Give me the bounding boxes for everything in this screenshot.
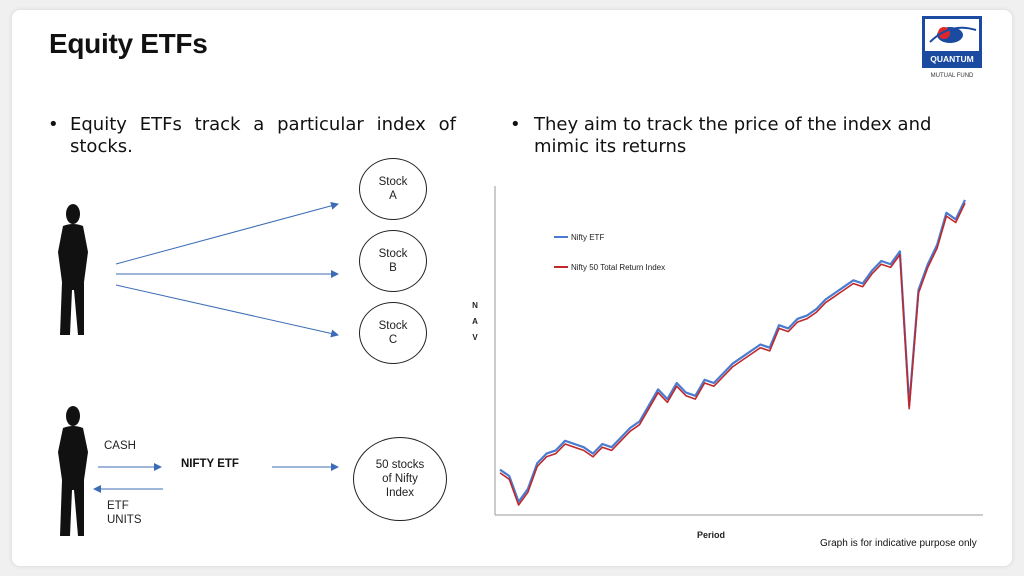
arrow-to-stock-c: [115, 284, 339, 338]
series-line-nifty-etf: [499, 199, 966, 503]
legend-label-nifty-etf: Nifty ETF: [571, 233, 604, 242]
etf-units-label: ETF UNITS: [107, 500, 142, 526]
stock-label: Stock: [378, 176, 408, 188]
nifty-etf-label: NIFTY ETF: [181, 458, 239, 470]
slide-title: Equity ETFs: [49, 28, 208, 59]
bullet-marker: •: [48, 114, 59, 135]
bullet-left: • Equity ETFs track a particular index o…: [48, 114, 456, 158]
cash-label: CASH: [104, 440, 136, 452]
stock-letter: C: [388, 334, 398, 346]
y-axis-label-n: N: [472, 301, 478, 310]
stock-label: Stock: [378, 320, 408, 332]
logo-text-quantum: QUANTUM: [930, 54, 973, 64]
stock-label: Stock: [378, 248, 408, 260]
arrow-to-stock-a: [115, 201, 339, 265]
logo-text-mutual-fund: MUTUAL FUND: [931, 73, 974, 79]
person-silhouette-icon: [58, 406, 88, 536]
y-axis-label-v: V: [472, 333, 478, 342]
stock-letter: B: [389, 262, 397, 274]
quantum-logo: QUANTUM MUTUAL FUND: [922, 16, 982, 80]
bullet-left-text: Equity ETFs track a particular index of …: [70, 114, 456, 157]
bullet-marker: •: [510, 114, 521, 135]
legend-label-nifty-tri: Nifty 50 Total Return Index: [571, 263, 665, 272]
chart-caption: Graph is for indicative purpose only: [820, 538, 977, 549]
bullet-right: • They aim to track the price of the ind…: [510, 114, 978, 158]
person-silhouette-icon: [58, 204, 88, 335]
stock-letter: A: [389, 190, 397, 202]
nifty-index-circle: 50 stocks of Nifty Index: [353, 437, 447, 521]
x-axis-label: Period: [697, 530, 725, 540]
bullet-right-text: They aim to track the price of the index…: [534, 114, 932, 157]
y-axis-label-a: A: [472, 317, 478, 326]
quantum-logo-icon: QUANTUM MUTUAL FUND: [922, 16, 982, 79]
stock-b-circle: Stock B: [359, 230, 427, 292]
slide: [12, 10, 1012, 566]
stock-c-circle: Stock C: [359, 302, 427, 364]
series-line-nifty-tri: [499, 202, 966, 506]
stock-a-circle: Stock A: [359, 158, 427, 220]
